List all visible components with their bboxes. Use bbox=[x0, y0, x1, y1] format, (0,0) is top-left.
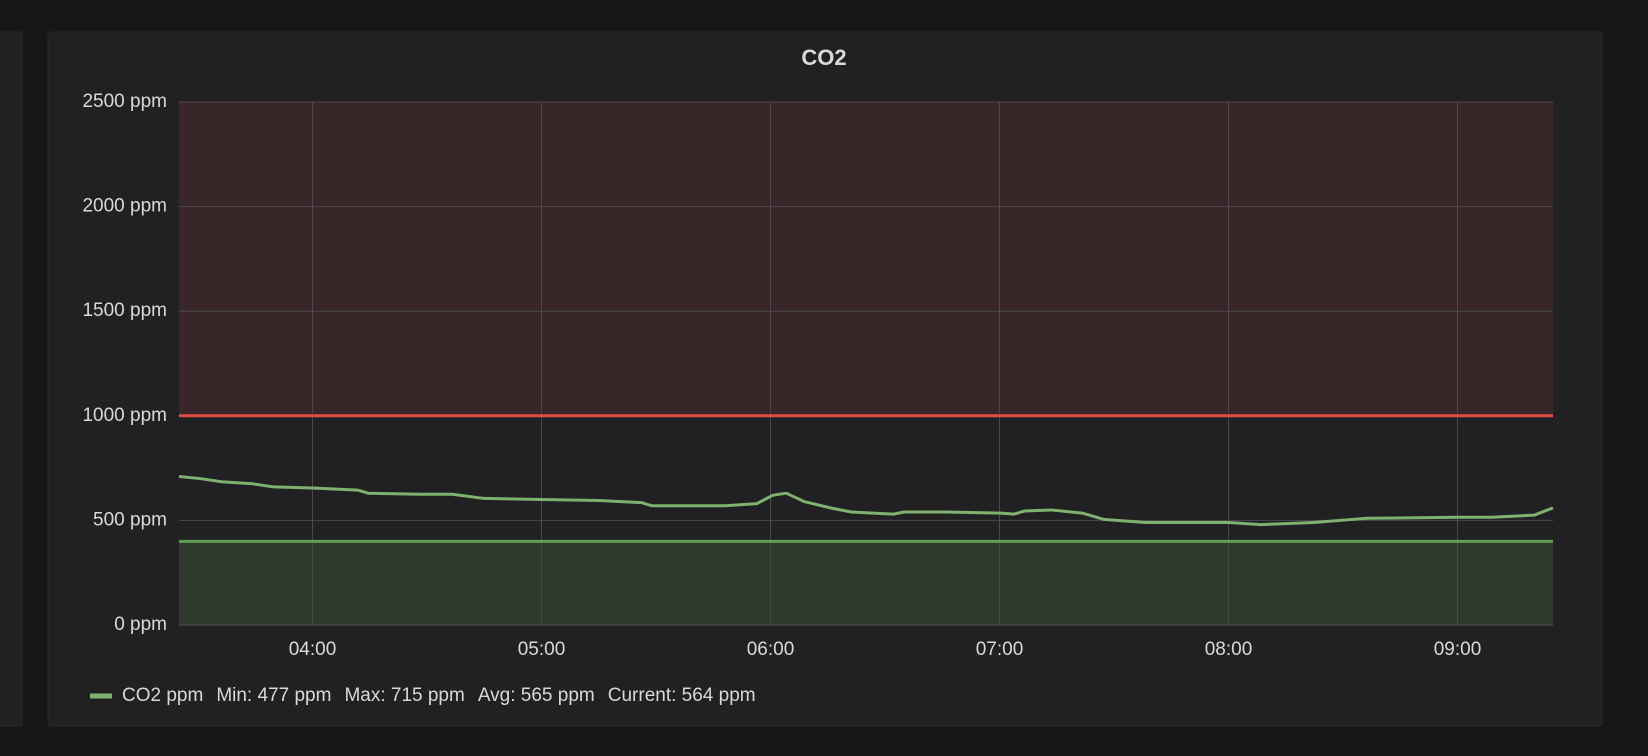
threshold-area bbox=[179, 102, 1553, 416]
x-tick-label: 07:00 bbox=[976, 639, 1024, 660]
threshold-area bbox=[179, 541, 1553, 625]
y-tick-label: 1000 ppm bbox=[82, 405, 167, 426]
panel bbox=[47, 31, 1603, 727]
legend-label: CO2 ppm bbox=[122, 685, 203, 706]
x-tick-label: 04:00 bbox=[289, 639, 337, 660]
legend-stat: Max: 715 ppm bbox=[344, 685, 464, 706]
legend-stat: Min: 477 ppm bbox=[216, 685, 331, 706]
chart-title: CO2 bbox=[801, 45, 846, 70]
y-tick-label: 1500 ppm bbox=[82, 300, 167, 321]
x-tick-label: 08:00 bbox=[1205, 639, 1253, 660]
y-tick-label: 500 ppm bbox=[93, 509, 167, 530]
x-tick-label: 09:00 bbox=[1434, 639, 1482, 660]
legend-stat: Current: 564 ppm bbox=[608, 685, 756, 706]
line bbox=[178, 474, 1554, 527]
x-tick-label: 05:00 bbox=[518, 639, 566, 660]
legend-stat: Avg: 565 ppm bbox=[478, 685, 595, 706]
side-panel bbox=[0, 31, 23, 727]
y-tick-label: 2000 ppm bbox=[82, 196, 167, 217]
plot: 0 ppm 500 ppm 1000 ppm 1500 ppm 2000 ppm 2500… bbox=[82, 91, 1554, 706]
x-tick-label: 06:00 bbox=[747, 639, 795, 660]
y-tick-label: 0 ppm bbox=[114, 614, 167, 635]
y-tick-label: 2500 ppm bbox=[82, 91, 167, 112]
